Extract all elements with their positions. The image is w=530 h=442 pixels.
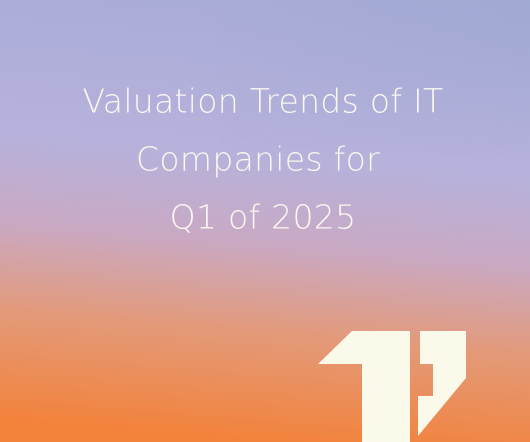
title: Valuation Trends of IT Companies for Q1 … <box>82 82 443 237</box>
logo-right <box>418 331 466 436</box>
title-line: Valuation Trends of IT <box>82 82 443 121</box>
logo <box>318 331 466 442</box>
logo-left <box>318 331 410 442</box>
title-line: Q1 of 2025 <box>170 198 357 237</box>
title-line: Companies for <box>136 140 380 179</box>
